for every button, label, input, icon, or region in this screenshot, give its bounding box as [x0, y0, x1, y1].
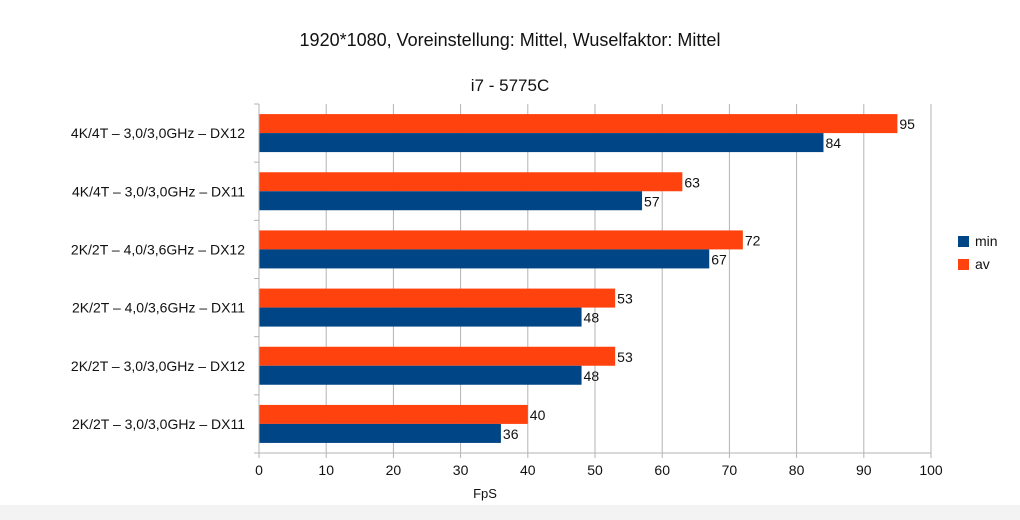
gridlines [258, 104, 932, 453]
bar-min-1 [259, 191, 643, 211]
data-label-av-4: 53 [617, 349, 633, 365]
data-label-min-4: 48 [584, 368, 600, 384]
data-label-av-1: 63 [684, 174, 700, 190]
x-tick-label-90: 90 [856, 462, 872, 478]
chart-subtitle: i7 - 5775C [471, 76, 549, 95]
data-label-av-0: 95 [899, 116, 915, 132]
x-tick-label-50: 50 [587, 462, 603, 478]
data-label-min-5: 36 [503, 426, 519, 442]
data-label-min-1: 57 [644, 193, 660, 209]
x-tick-label-70: 70 [722, 462, 738, 478]
legend-label-av: av [975, 256, 990, 272]
bar-min-2 [259, 249, 710, 269]
chart-title: 1920*1080, Voreinstellung: Mittel, Wusel… [300, 30, 721, 50]
bar-av-2 [259, 230, 743, 250]
bar-av-4 [259, 346, 616, 366]
x-tick-label-10: 10 [318, 462, 334, 478]
category-label-1: 4K/4T – 3,0/3,0GHz – DX11 [72, 183, 245, 199]
x-tick-label-60: 60 [654, 462, 670, 478]
legend-swatch-min [958, 236, 969, 247]
axes: 0 10 20 30 40 50 60 70 80 90 100 [254, 103, 943, 478]
bar-min-4 [259, 365, 582, 385]
bar-av-0 [259, 114, 898, 134]
bar-min-5 [259, 423, 501, 443]
x-tick-label-80: 80 [789, 462, 805, 478]
x-tick-label-20: 20 [386, 462, 402, 478]
x-tick-label-0: 0 [255, 462, 263, 478]
bar-av-3 [259, 288, 616, 308]
x-tick-label-100: 100 [919, 462, 943, 478]
data-label-min-3: 48 [584, 310, 600, 326]
category-label-4: 2K/2T – 3,0/3,0GHz – DX12 [71, 358, 245, 374]
category-label-3: 2K/2T – 4,0/3,6GHz – DX11 [72, 300, 245, 316]
data-label-min-0: 84 [825, 135, 841, 151]
data-labels: 4K/4T – 3,0/3,0GHz – DX12 95 84 4K/4T – 3,0… [71, 116, 915, 442]
data-label-min-2: 67 [711, 251, 727, 267]
bottom-strip [0, 505, 1020, 520]
bar-av-5 [259, 404, 528, 424]
bar-min-3 [259, 307, 582, 327]
x-tick-label-40: 40 [520, 462, 536, 478]
x-axis-title: FpS [473, 486, 497, 501]
category-label-0: 4K/4T – 3,0/3,0GHz – DX12 [71, 125, 245, 141]
x-tick-label-30: 30 [453, 462, 469, 478]
bar-av-1 [259, 172, 683, 192]
bars [259, 114, 898, 443]
category-label-2: 2K/2T – 4,0/3,6GHz – DX12 [71, 241, 245, 257]
data-label-av-2: 72 [745, 232, 761, 248]
bar-min-0 [259, 133, 824, 153]
data-label-av-3: 53 [617, 291, 633, 307]
category-label-5: 2K/2T – 3,0/3,0GHz – DX11 [72, 416, 245, 432]
legend-label-min: min [975, 233, 998, 249]
data-label-av-5: 40 [530, 407, 546, 423]
legend-swatch-av [958, 259, 969, 270]
legend: min av [958, 233, 998, 272]
